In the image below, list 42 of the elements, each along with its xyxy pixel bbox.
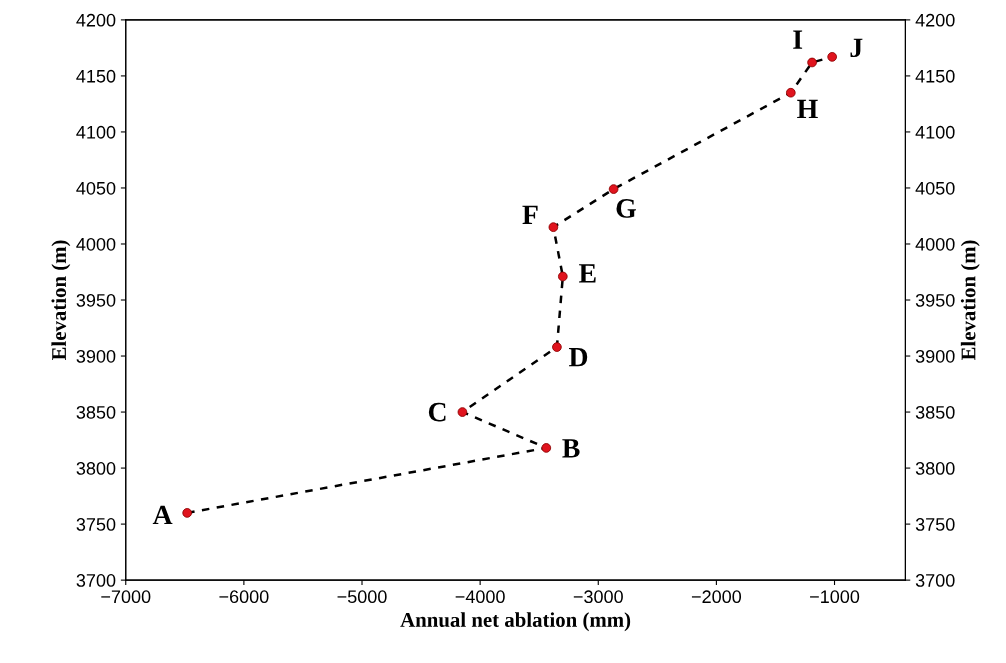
y-tick-label: 3850	[76, 405, 116, 419]
y-axis-title: Elevation (m)	[51, 240, 71, 361]
y2-tick-label: 3750	[915, 518, 955, 531]
x-axis-title: Annual net ablation (mm)	[400, 612, 631, 632]
x-tick-label: −1000	[810, 590, 860, 604]
x-tick-label: −2000	[691, 590, 742, 604]
annotation: E	[579, 264, 596, 283]
y-tick-label: 4100	[76, 125, 116, 139]
y-tick-label: 3800	[76, 462, 116, 475]
y-tick-label: 4000	[76, 237, 116, 251]
y2-tick-label: 3700	[915, 574, 955, 587]
x-tick-label: −7000	[101, 590, 151, 604]
x-tick-label: −5000	[337, 590, 387, 604]
y-tick-label: 4050	[76, 181, 116, 195]
y2-axis-title: Elevation (m)	[960, 240, 980, 361]
annotation: I	[793, 30, 803, 49]
y-tick-label: 3750	[76, 518, 116, 531]
y2-tick-label: 4100	[915, 125, 955, 139]
y2-tick-label: 3950	[915, 293, 955, 307]
y2-tick-label: 4050	[915, 181, 955, 195]
y-tick-label: 4150	[76, 69, 116, 83]
y-tick-label: 3900	[76, 349, 116, 363]
annotation: J	[850, 38, 863, 58]
annotation: A	[152, 505, 173, 525]
annotation: H	[797, 99, 818, 119]
annotation: C	[428, 402, 446, 422]
y2-tick-label: 3900	[915, 349, 955, 363]
y-tick-label: 3700	[76, 574, 116, 587]
annotation: D	[569, 348, 588, 367]
x-tick-label: −6000	[219, 590, 269, 604]
x-tick-label: −3000	[573, 590, 623, 604]
y2-tick-label: 4200	[915, 13, 955, 27]
y2-tick-label: 4150	[915, 69, 955, 83]
x-tick-label: −4000	[455, 590, 505, 604]
annotation: B	[562, 439, 580, 458]
annotation: F	[522, 205, 538, 224]
y-tick-label: 3950	[76, 293, 116, 307]
annotation: G	[616, 199, 636, 218]
y2-tick-label: 4000	[915, 237, 955, 251]
y-tick-label: 4200	[76, 13, 116, 27]
y2-tick-label: 3800	[915, 462, 955, 475]
y2-tick-label: 3850	[915, 405, 955, 419]
